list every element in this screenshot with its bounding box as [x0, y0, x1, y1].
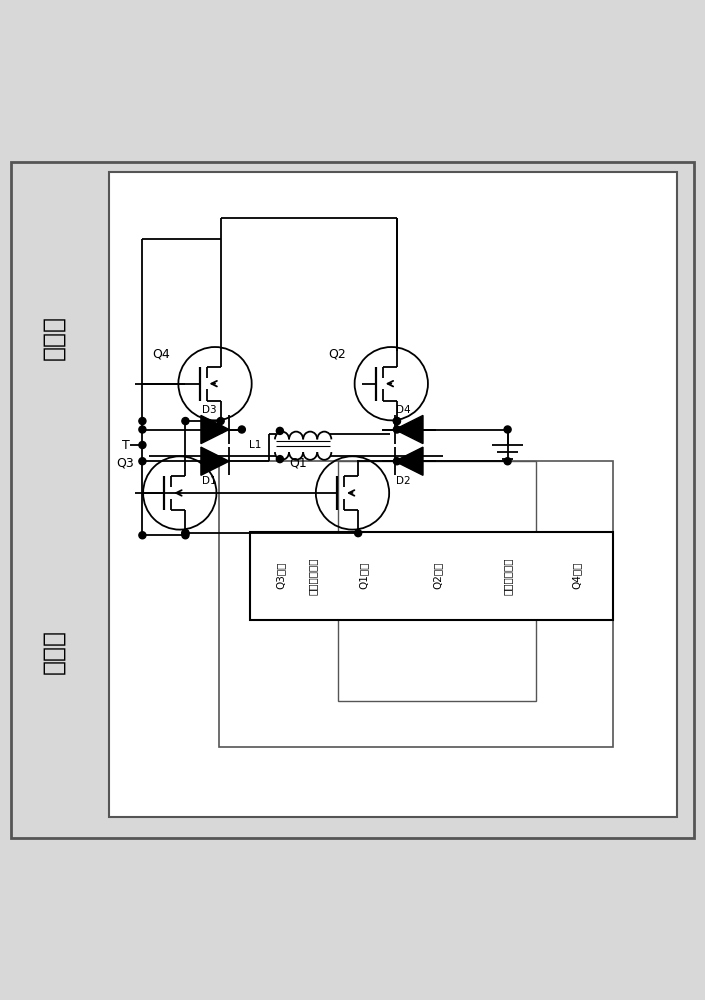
Polygon shape	[201, 415, 229, 444]
Circle shape	[393, 426, 400, 433]
Text: Q4: Q4	[152, 348, 170, 361]
Circle shape	[393, 418, 400, 425]
Circle shape	[504, 426, 511, 433]
Polygon shape	[201, 447, 229, 475]
Text: 永磁合: 永磁合	[41, 315, 65, 360]
Text: 右浮动接地端: 右浮动接地端	[503, 557, 513, 595]
Text: T: T	[122, 439, 129, 452]
Circle shape	[139, 458, 146, 465]
Circle shape	[393, 418, 400, 425]
Text: Q4驱动: Q4驱动	[572, 562, 582, 589]
Text: Q2: Q2	[328, 348, 346, 361]
Circle shape	[139, 532, 146, 539]
Circle shape	[182, 418, 189, 425]
Circle shape	[139, 418, 146, 425]
Circle shape	[238, 426, 245, 433]
Text: D3: D3	[202, 405, 216, 415]
Polygon shape	[109, 172, 677, 817]
Text: L1: L1	[249, 440, 262, 450]
Circle shape	[393, 458, 400, 465]
Circle shape	[182, 532, 189, 539]
Circle shape	[182, 530, 189, 537]
Text: Q1: Q1	[289, 457, 307, 470]
Text: Q2驱动: Q2驱动	[432, 562, 442, 589]
Circle shape	[182, 530, 189, 537]
Circle shape	[276, 427, 283, 434]
Polygon shape	[219, 461, 613, 747]
Text: Q3驱动: Q3驱动	[276, 562, 286, 589]
Polygon shape	[11, 162, 694, 838]
Text: D1: D1	[202, 476, 216, 486]
Circle shape	[217, 418, 224, 425]
Circle shape	[139, 441, 146, 449]
Polygon shape	[395, 415, 423, 444]
Text: D4: D4	[396, 405, 410, 415]
Text: D2: D2	[396, 476, 410, 486]
Circle shape	[355, 530, 362, 537]
Circle shape	[504, 458, 511, 465]
Circle shape	[217, 426, 224, 433]
Text: 左浮动接地端: 左浮动接地端	[307, 557, 317, 595]
Polygon shape	[338, 461, 536, 701]
Text: 永磁分: 永磁分	[41, 629, 65, 674]
Polygon shape	[250, 532, 613, 620]
Text: Q1驱动: Q1驱动	[358, 562, 368, 589]
Circle shape	[139, 426, 146, 433]
Polygon shape	[395, 447, 423, 475]
Text: Q3: Q3	[116, 457, 135, 470]
Circle shape	[276, 456, 283, 463]
